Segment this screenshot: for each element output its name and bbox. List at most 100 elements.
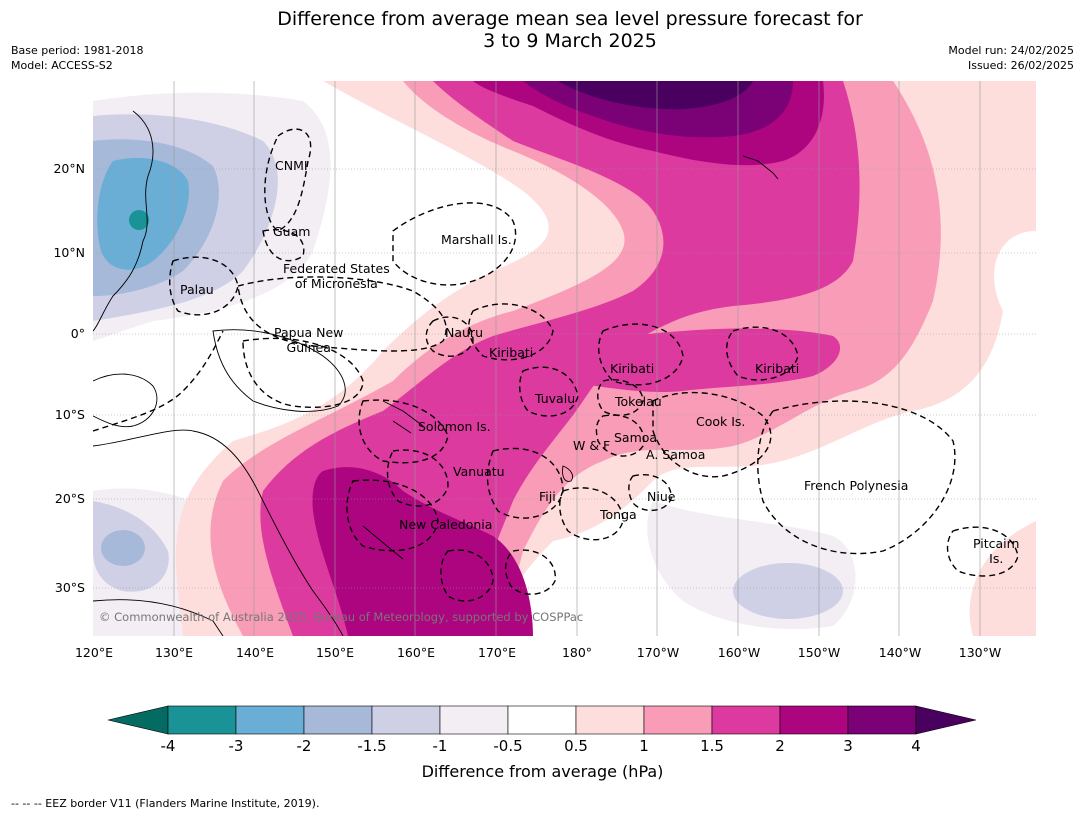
eez-palau [169,256,239,316]
label-wallis-futuna: W & F [573,438,611,453]
eez-samoa [595,414,645,457]
lon-tick-170e: 170°E [477,645,516,660]
coastlines [93,110,779,636]
label-tuvalu: Tuvalu [535,391,576,406]
solomon-islands-coast [382,400,424,434]
label-kiribati-west: Kiribati [489,345,534,360]
colorbar-tick-label: 4 [911,737,921,755]
eez-footnote: -- -- -- EEZ border V11 (Flanders Marine… [11,797,320,810]
title-line-2: 3 to 9 March 2025 [483,30,657,52]
label-fsm-line-2: of Micronesia [294,276,378,291]
contour-neg-1-southeast [733,563,843,619]
label-nauru: Nauru [445,325,483,340]
colorbar-segment-4 [371,705,441,735]
colorbar-title: Difference from average (hPa) [421,762,664,781]
label-solomon-islands: Solomon Is. [418,419,491,434]
colorbar-segment-0 [107,705,169,735]
eez-guam [262,229,305,262]
contour-neg-15-southwest [101,530,145,566]
lon-tick-140w: 140°W [878,645,922,660]
label-pitcairn: Pitcairn Is. [973,536,1019,566]
colorbar-tick-label: -0.5 [493,737,523,755]
australia-coast [93,429,344,636]
copyright-notice: © Commonwealth of Australia 2025, Bureau… [99,610,583,624]
colorbar-segment-8 [643,705,713,735]
colorbar-segment-11 [847,705,917,735]
eez-solomon [358,399,449,464]
lon-tick-120e: 120°E [74,645,113,660]
eez-cnmi [264,128,312,232]
label-american-samoa: A. Samoa [646,447,706,462]
colorbar-segment-1 [167,705,237,735]
label-png: Papua New Guinea [274,325,343,355]
eez-nauru [425,316,474,357]
eez-marshall [392,202,517,286]
eez-niue [628,474,672,512]
label-cnmi: CNMI [275,158,308,173]
label-new-caledonia: New Caledonia [399,517,493,532]
label-french-polynesia: French Polynesia [804,478,909,493]
label-fiji: Fiji [539,489,556,504]
colorbar-segment-6 [507,705,577,735]
colorbar-segment-10 [779,705,849,735]
label-png-line-2: Guinea [286,340,331,355]
eez-fsm [237,276,447,352]
colorbar-segment-9 [711,705,781,735]
colorbar-tick-label: 3 [843,737,853,755]
colorbar-segment-2 [235,705,305,735]
colorbar-tick-label: 2 [775,737,785,755]
colorbar-segment-7 [575,705,645,735]
lat-tick-10s: 10°S [54,407,85,422]
eez-borders [93,128,1019,602]
label-kiribati-central: Kiribati [610,361,655,376]
lon-tick-160e: 160°E [396,645,435,660]
label-vanuatu: Vanuatu [453,464,505,479]
eez-kiribati-west [467,303,554,361]
eez-tonga [559,487,624,541]
model-run: Model run: 24/02/2025 [948,44,1074,57]
eez-fiji [486,447,564,519]
contour-pos-2-south [312,467,533,636]
colorbar-tick-label: 1.5 [700,737,724,755]
colorbar-tick-label: 1 [639,737,649,755]
contour-neg-3-core [129,210,149,230]
colorbar-segment-12 [915,705,977,735]
colorbar-segment-3 [303,705,373,735]
label-samoa: Samoa [614,430,658,445]
colorbar-segment-5 [439,705,509,735]
colorbar-tick-label: -1.5 [357,737,387,755]
eez-norfolk [440,549,494,602]
philippines-coast [93,110,154,332]
lon-tick-170w: 170°W [636,645,680,660]
label-marshall-islands: Marshall Is. [441,232,512,247]
label-fsm-line-1: Federated States [283,261,390,276]
hawaii-coast [742,155,779,180]
colorbar-tick-label: -4 [160,737,176,755]
eez-tokelau [597,379,644,417]
eez-pitcairn [946,526,1019,577]
label-fsm: Federated States of Micronesia [283,261,390,291]
model-name: Model: ACCESS-S2 [11,59,113,72]
colorbar [107,705,977,735]
eez-kermadec [504,549,556,595]
lat-tick-20n: 20°N [53,161,85,176]
label-guam: Guam [273,224,311,239]
lon-tick-150e: 150°E [315,645,354,660]
label-tokelau: Tokelau [615,394,662,409]
eez-new-caledonia [346,479,439,552]
meta-left: Base period: 1981-2018 Model: ACCESS-S2 [11,43,143,73]
lon-tick-130w: 130°W [958,645,1002,660]
eez-french-polynesia [757,400,956,555]
label-kiribati-east: Kiribati [755,361,800,376]
graticule [93,81,1036,636]
label-pitcairn-line-2: Is. [989,551,1004,566]
australia-south-coast [93,599,224,636]
issued-date: Issued: 26/02/2025 [967,59,1074,72]
colorbar-tick-label: -3 [228,737,244,755]
base-period: Base period: 1981-2018 [11,44,144,57]
contour-pos-15-kiribati [492,328,841,393]
label-tonga: Tonga [600,507,637,522]
lat-tick-10n: 10°N [53,245,85,260]
label-png-line-1: Papua New [274,325,344,340]
lon-tick-150w: 150°W [797,645,841,660]
